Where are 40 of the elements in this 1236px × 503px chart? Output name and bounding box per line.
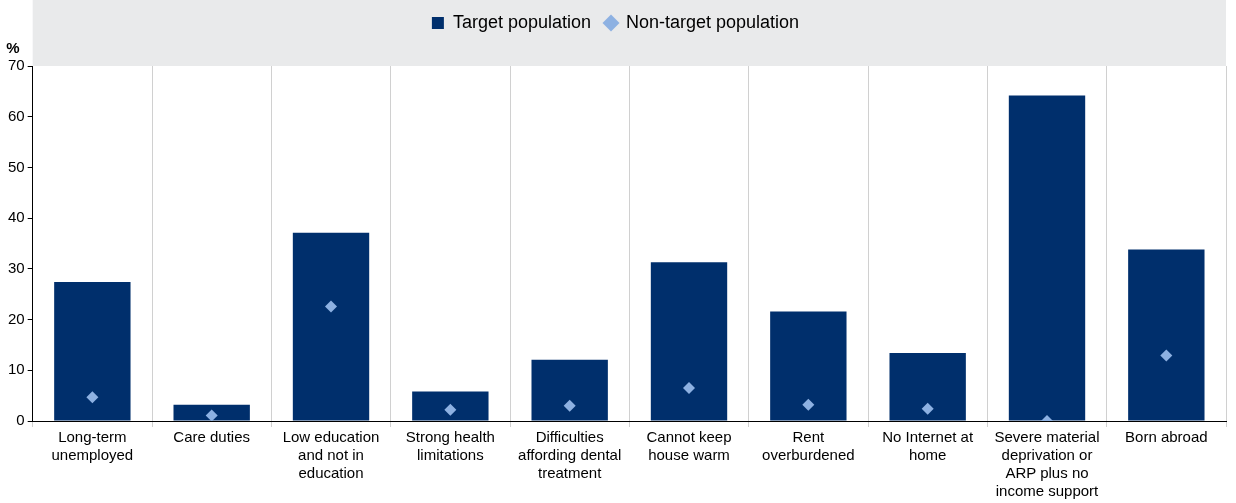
x-tick-label: Care duties (173, 428, 251, 446)
y-tick-label: 50 (8, 157, 25, 175)
bar (531, 359, 608, 421)
bar (1128, 249, 1205, 421)
point (205, 409, 218, 421)
legend-label: Non-target population (625, 11, 800, 32)
point (802, 398, 815, 411)
bar (173, 404, 250, 421)
x-tick-label: Cannot keep house warm (646, 428, 732, 464)
point (683, 382, 696, 395)
bar (770, 311, 847, 421)
bar (54, 282, 131, 421)
x-tick-label: Difficulties affording dental treatment (518, 428, 622, 482)
bar (889, 353, 966, 421)
bar (292, 232, 370, 421)
point (921, 402, 934, 415)
y-tick-label: 10 (8, 360, 25, 378)
x-tick-label: Severe material deprivation or ARP plus no income support (994, 428, 1100, 500)
x-tick-label: Rent overburdened (762, 428, 855, 464)
y-tick-label: 40 (8, 208, 25, 226)
x-tick-label: No Internet at home (882, 428, 974, 464)
bar (412, 391, 489, 421)
y-tick-label: 60 (8, 106, 25, 124)
y-tick-label: 0 (16, 411, 25, 429)
x-tick-label: Strong health limitations (405, 428, 495, 464)
x-tick-label: Long-term unemployed (51, 428, 134, 464)
y-tick-label: 70 (8, 56, 25, 74)
point (563, 399, 576, 412)
legend-label: Target population (452, 11, 591, 32)
point (86, 391, 99, 404)
point (1160, 349, 1173, 362)
bar (650, 262, 728, 421)
y-tick-label: 30 (8, 259, 25, 276)
point (444, 403, 457, 416)
x-tick-label: Low education and not in education (282, 428, 380, 482)
y-axis-title: % (6, 38, 20, 56)
bar (1008, 95, 1086, 421)
y-tick-label: 20 (8, 309, 25, 327)
x-tick-label: Born abroad (1125, 428, 1208, 446)
point (325, 300, 338, 313)
